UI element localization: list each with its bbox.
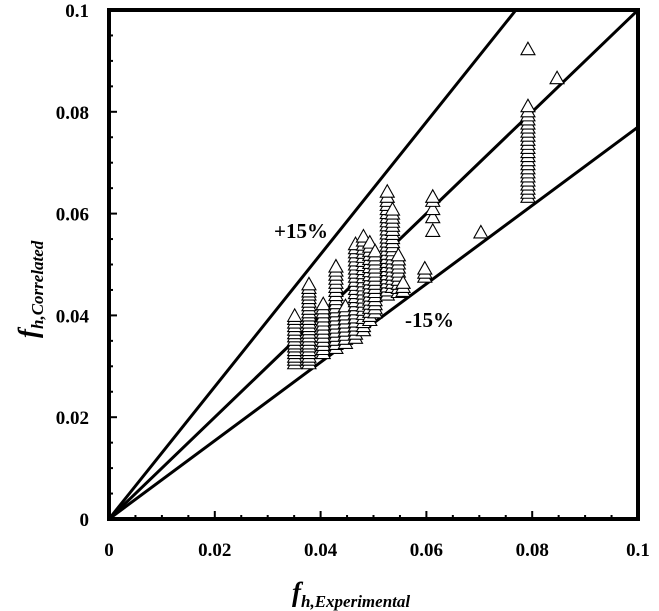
x-tick-label: 0.1	[626, 540, 650, 561]
data-point	[424, 188, 441, 203]
x-tick-label: 0.04	[304, 540, 338, 561]
annotation-minus-15: -15%	[405, 308, 454, 332]
tick-labels: 0 0.02 0.04 0.06 0.08 0.1 0 0.02 0.04 0.06 0.08 0.1	[56, 1, 650, 561]
data-point	[472, 224, 489, 239]
data-point	[367, 243, 384, 258]
y-tick-label: 0.06	[56, 205, 89, 226]
plot-frame	[107, 8, 640, 521]
data-point	[520, 98, 536, 113]
data-point	[355, 228, 372, 243]
data-point	[424, 222, 441, 237]
y-tick-label: 0.04	[56, 306, 90, 327]
x-tick-label: 0	[104, 540, 114, 561]
data-point	[424, 209, 441, 224]
data-points	[286, 41, 566, 370]
data-point	[361, 234, 378, 249]
x-tick-label: 0.08	[516, 540, 549, 561]
x-tick-label: 0.02	[198, 540, 231, 561]
data-point	[549, 70, 566, 85]
y-tick-label: 0.1	[65, 1, 89, 22]
x-axis-title: fh,Experimental	[292, 577, 410, 611]
data-point	[379, 183, 396, 198]
reference-line-plus-15	[107, 9, 518, 520]
data-point	[301, 276, 317, 291]
data-point	[390, 247, 407, 262]
x-axis-title-sub: h,Experimental	[301, 592, 410, 611]
y-axis-title: fh,Correlated	[13, 240, 47, 338]
data-point	[395, 274, 412, 289]
data-point	[416, 260, 433, 275]
x-tick-label: 0.06	[410, 540, 443, 561]
data-point	[424, 200, 441, 216]
y-tick-label: 0.08	[56, 103, 89, 124]
annotation-plus-15: +15%	[274, 219, 328, 243]
data-point	[315, 296, 332, 311]
y-axis-title-sub: h,Correlated	[28, 240, 47, 329]
data-point	[328, 258, 344, 273]
data-point	[286, 307, 303, 322]
data-point	[520, 41, 536, 56]
data-point	[384, 201, 401, 216]
y-tick-label: 0.02	[56, 408, 89, 429]
y-tick-label: 0	[80, 510, 90, 531]
